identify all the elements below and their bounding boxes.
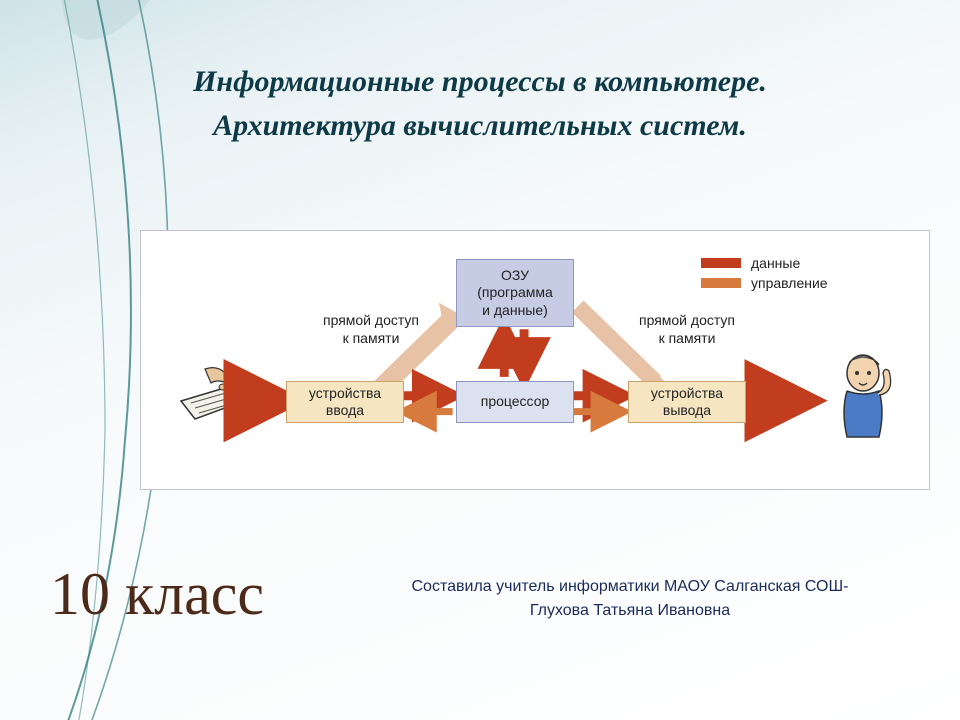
legend-data-swatch [701,258,741,268]
node-input-devices: устройства ввода [286,381,404,423]
keyboard-icon [177,367,259,423]
title-line-2: Архитектура вычислительных систем. [213,109,747,142]
person-icon [829,351,901,443]
architecture-diagram: данные управление прямой доступ к памяти… [140,230,930,490]
legend-control-swatch [701,278,741,288]
legend-control: управление [701,275,828,291]
node-output-devices: устройства вывода [628,381,746,423]
node-ram: ОЗУ (программа и данные) [456,259,574,327]
credit-line-1: Составила учитель информатики МАОУ Салга… [412,578,849,595]
credit-line-2: Глухова Татьяна Ивановна [530,602,730,619]
legend-data: данные [701,255,800,271]
grade-label: 10 класс [50,560,264,629]
legend-data-label: данные [751,255,800,271]
dma-label-left: прямой доступ к памяти [311,311,431,347]
legend-control-label: управление [751,275,828,291]
dma-label-right: прямой доступ к памяти [627,311,747,347]
node-cpu: процессор [456,381,574,423]
title-line-1: Информационные процессы в компьютере. [193,65,767,98]
credit-text: Составила учитель информатики МАОУ Салга… [370,575,890,623]
slide-title: Информационные процессы в компьютере. Ар… [80,60,880,147]
